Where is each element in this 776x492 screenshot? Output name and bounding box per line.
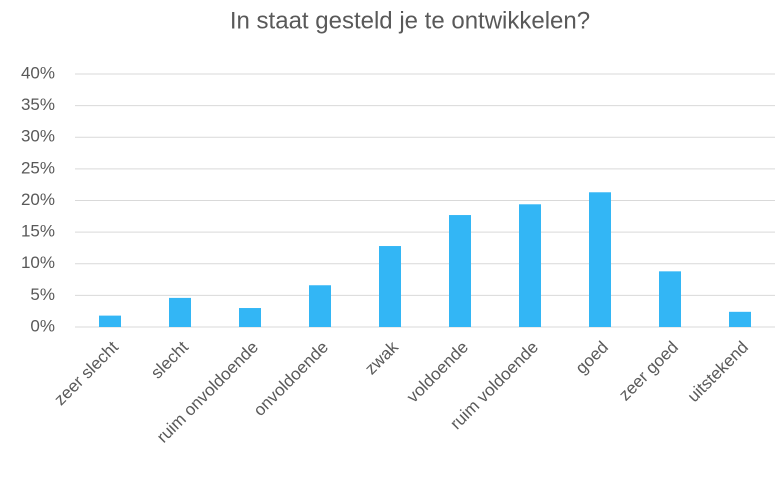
x-tick-label: zwak <box>361 337 402 378</box>
x-tick-label: voldoende <box>403 338 472 407</box>
x-tick-label: zeer slecht <box>50 337 122 409</box>
y-tick-label: 5% <box>30 285 55 304</box>
bar <box>449 215 471 327</box>
x-tick-label: zeer goed <box>615 338 682 405</box>
x-tick-label: goed <box>572 338 612 378</box>
bar <box>169 297 191 327</box>
y-tick-label: 0% <box>30 316 55 335</box>
bar <box>309 285 331 327</box>
x-tick-label: slecht <box>147 337 192 382</box>
y-tick-label: 25% <box>21 158 55 177</box>
bar <box>379 246 401 327</box>
bar <box>729 311 751 327</box>
bar <box>99 315 121 327</box>
chart-title: In staat gesteld je te ontwikkelen? <box>230 7 590 34</box>
x-tick-label: uitstekend <box>684 338 752 406</box>
y-tick-label: 40% <box>21 63 55 82</box>
y-tick-label: 20% <box>21 190 55 209</box>
y-tick-label: 30% <box>21 127 55 146</box>
y-tick-label: 15% <box>21 222 55 241</box>
y-tick-label: 10% <box>21 253 55 272</box>
bar <box>239 308 261 327</box>
bar <box>659 271 681 327</box>
bar <box>589 192 611 327</box>
y-tick-label: 35% <box>21 95 55 114</box>
bar <box>519 204 541 327</box>
x-tick-label: onvoldoende <box>250 338 332 420</box>
